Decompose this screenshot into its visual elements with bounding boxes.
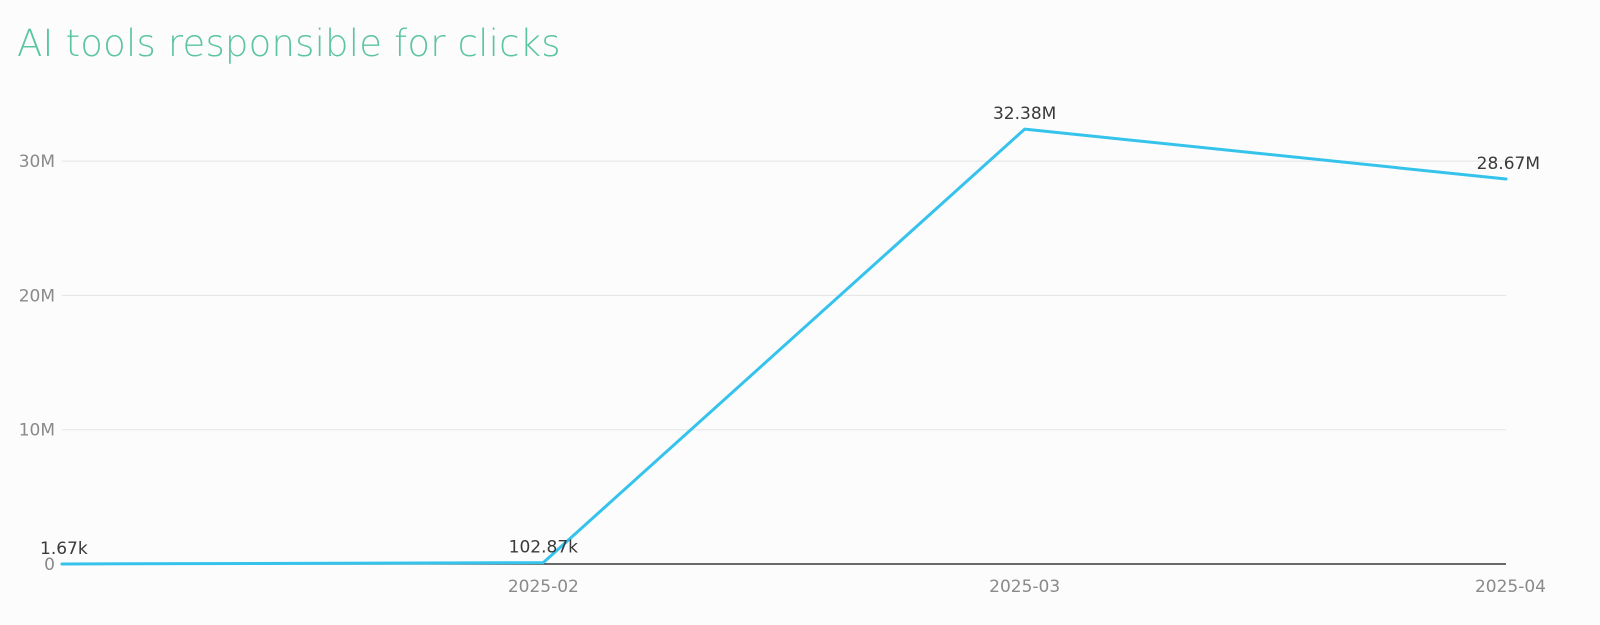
- y-tick-label: 20M: [19, 286, 55, 306]
- data-label: 1.67k: [40, 539, 88, 559]
- y-tick-label: 30M: [19, 152, 55, 172]
- series-layer: [60, 127, 1508, 566]
- data-label: 28.67M: [1477, 154, 1540, 174]
- gridlines: [62, 160, 1506, 431]
- x-tick-label: 2025-02: [508, 577, 579, 597]
- x-tick-label: 2025-04: [1475, 577, 1546, 597]
- y-tick-label: 0: [44, 555, 55, 575]
- data-label: 32.38M: [993, 104, 1056, 124]
- y-tick-label: 10M: [19, 421, 55, 441]
- x-axis-ticks: 2025-02 2025-03 2025-04: [508, 577, 1546, 597]
- chart-title: AI tools responsible for clicks: [17, 22, 561, 65]
- data-label: 102.87k: [509, 538, 578, 558]
- x-tick-label: 2025-03: [989, 577, 1060, 597]
- data-labels: 1.67k 102.87k 32.38M 28.67M: [40, 104, 1540, 559]
- y-axis-ticks: 0 10M 20M 30M: [19, 152, 55, 575]
- series-line: [60, 127, 1508, 566]
